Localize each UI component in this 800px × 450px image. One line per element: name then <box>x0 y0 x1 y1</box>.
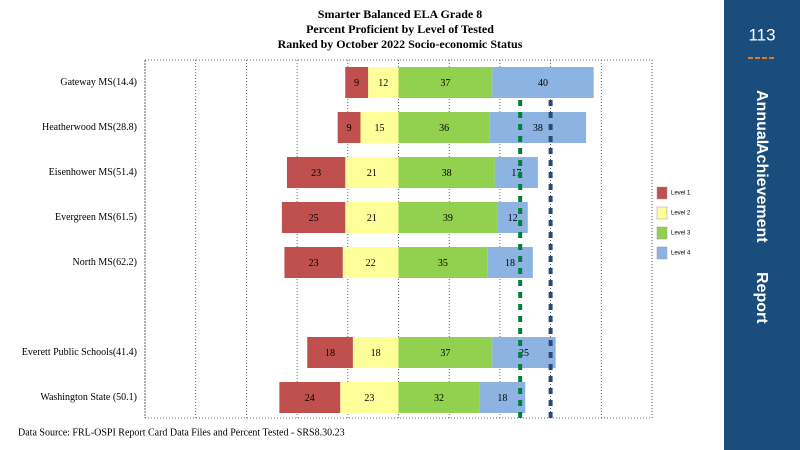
value-label: 25 <box>309 213 319 224</box>
bar-segment <box>360 112 399 143</box>
legend-label: Level 3 <box>671 231 691 237</box>
side-title: Annual <box>753 90 770 144</box>
value-label: 35 <box>438 258 448 269</box>
bar-segment <box>487 247 533 278</box>
value-label: 37 <box>440 348 450 359</box>
side-title: Report <box>753 272 770 324</box>
category-label: Gateway MS(14.4) <box>60 77 137 88</box>
side-title: Achievement <box>753 143 770 243</box>
value-label: 21 <box>367 213 377 224</box>
bar-segment <box>340 382 399 413</box>
value-label: 12 <box>378 78 388 89</box>
value-label: 23 <box>311 168 321 179</box>
bar-segment <box>497 202 528 233</box>
value-label: 18 <box>371 348 381 359</box>
bar-segment <box>489 112 587 143</box>
value-label: 15 <box>374 123 384 134</box>
source-note: Data Source: FRL-OSPI Report Card Data F… <box>18 427 345 438</box>
legend-label: Level 4 <box>671 251 691 257</box>
value-label: 12 <box>508 213 518 224</box>
chart-title: Smarter Balanced ELA Grade 8 <box>318 7 482 21</box>
value-label: 40 <box>538 78 548 89</box>
bar-segment <box>345 157 399 188</box>
bar-segment <box>307 337 353 368</box>
legend-label: Level 2 <box>671 211 691 217</box>
bar-segment <box>398 247 488 278</box>
value-label: 36 <box>439 123 449 134</box>
legend-swatch <box>656 206 668 220</box>
chart-title: Ranked by October 2022 Socio-economic St… <box>278 37 523 51</box>
category-label: Heatherwood MS(28.8) <box>42 122 137 133</box>
value-label: 21 <box>367 168 377 179</box>
bar-segment <box>398 112 490 143</box>
value-label: 38 <box>442 168 452 179</box>
value-label: 18 <box>325 348 335 359</box>
side-band <box>724 0 800 450</box>
bar-segment <box>368 67 399 98</box>
bar-segment <box>281 202 346 233</box>
category-label: Washington State (50.1) <box>40 392 137 403</box>
legend-label: Level 1 <box>671 191 691 197</box>
legend-swatch <box>656 226 668 240</box>
bar-segment <box>479 382 526 413</box>
bar-segment <box>342 247 399 278</box>
bar-segment <box>284 247 343 278</box>
bar-segment <box>345 67 369 98</box>
bar-segment <box>398 157 495 188</box>
chart-title: Percent Proficient by Level of Tested <box>306 22 494 36</box>
value-label: 18 <box>505 258 515 269</box>
bar-segment <box>398 202 498 233</box>
legend-swatch <box>656 186 668 200</box>
bar-segment <box>337 112 361 143</box>
value-label: 9 <box>347 123 352 134</box>
category-label: Everett Public Schools(41.4) <box>22 347 137 358</box>
bar-segment <box>398 67 493 98</box>
value-label: 9 <box>354 78 359 89</box>
value-label: 18 <box>497 393 507 404</box>
value-label: 24 <box>305 393 315 404</box>
value-label: 37 <box>440 78 450 89</box>
bar-segment <box>492 337 556 368</box>
value-label: 32 <box>434 393 444 404</box>
category-label: Evergreen MS(61.5) <box>55 212 137 223</box>
value-label: 38 <box>533 123 543 134</box>
category-label: Eisenhower MS(51.4) <box>49 167 137 178</box>
legend-swatch <box>656 246 668 260</box>
bar-segment <box>494 157 538 188</box>
bar-segment <box>398 337 493 368</box>
bar-segment <box>286 157 346 188</box>
value-label: 23 <box>364 393 374 404</box>
bar-segment <box>352 337 399 368</box>
value-label: 22 <box>366 258 376 269</box>
value-label: 17 <box>511 168 521 179</box>
bar-segment <box>345 202 399 233</box>
page-number: 113 <box>748 25 775 44</box>
value-label: 39 <box>443 213 453 224</box>
value-label: 25 <box>519 348 529 359</box>
value-label: 23 <box>309 258 319 269</box>
plot-frame <box>144 59 653 419</box>
bar-segment <box>492 67 594 98</box>
category-label: North MS(62.2) <box>73 257 137 268</box>
bar-segment <box>279 382 341 413</box>
bar-segment <box>398 382 480 413</box>
